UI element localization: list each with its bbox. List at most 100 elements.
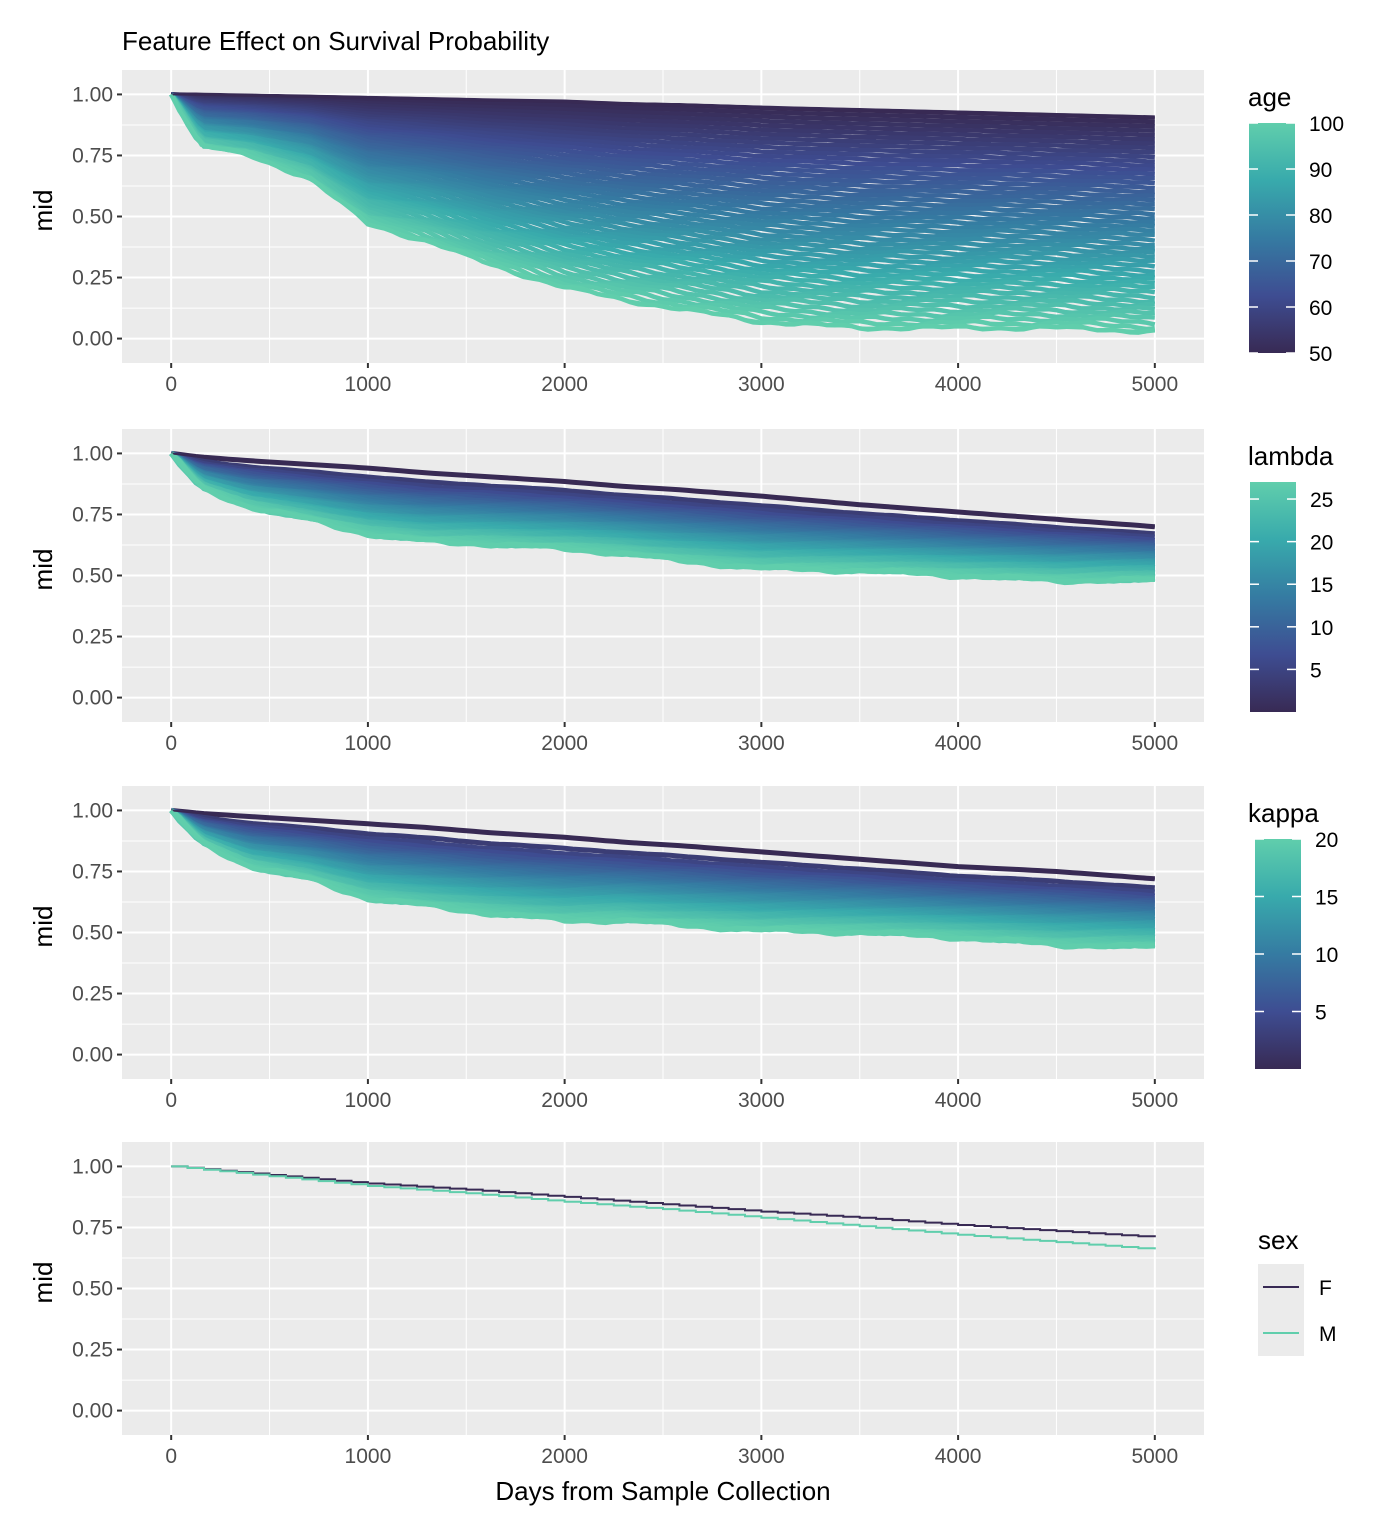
series-group: [169, 450, 1156, 586]
legend-title: age: [1248, 82, 1291, 112]
x-axis-title: Days from Sample Collection: [495, 1476, 830, 1506]
y-tick-label: 1.00: [72, 1155, 113, 1178]
series-line: [170, 92, 1155, 177]
x-tick-label: 5000: [1131, 1089, 1178, 1112]
colorbar-tick-label: 80: [1309, 205, 1332, 228]
x-tick-label: 3000: [738, 373, 785, 396]
x-tick-label: 4000: [935, 373, 982, 396]
y-tick-label: 0.50: [72, 1278, 113, 1301]
x-tick-label: 2000: [541, 1089, 588, 1112]
y-tick-label: 0.75: [72, 144, 113, 167]
y-tick-label: 0.75: [72, 860, 113, 883]
legend-key-background: [1258, 1264, 1304, 1356]
y-axis-title: mid: [28, 549, 58, 591]
x-tick-label: 4000: [935, 1445, 982, 1468]
x-tick-label: 1000: [345, 732, 392, 755]
colorbar-tick-label: 90: [1309, 159, 1332, 182]
colorbar-tick-label: 10: [1310, 617, 1333, 640]
x-tick-label: 3000: [738, 1089, 785, 1112]
series-line-age-100: [170, 93, 1155, 333]
series-line: [170, 807, 1155, 891]
legend-label-m: M: [1319, 1323, 1337, 1346]
y-tick-label: 1.00: [72, 83, 113, 106]
colorbar-tick-label: 5: [1310, 659, 1322, 682]
legend-age: age 50 60 70 80 90 100: [1248, 82, 1344, 366]
colorbar-tick-label: 15: [1315, 887, 1338, 910]
legend-title: sex: [1258, 1225, 1298, 1255]
series-line: [169, 92, 1155, 229]
x-tick-label: 1000: [345, 1089, 392, 1112]
x-tick-label: 0: [165, 732, 177, 755]
colorbar-tick-label: 100: [1309, 113, 1344, 136]
series-line-age-50: [171, 93, 1155, 119]
y-tick-label: 0.50: [72, 922, 113, 945]
y-tick-label: 0.00: [72, 1400, 113, 1423]
colorbar-tick-label: 10: [1315, 944, 1338, 967]
colorbar-tick-label: 50: [1309, 343, 1332, 366]
series-line: [169, 92, 1155, 256]
colorbar-tick-label: 20: [1310, 532, 1333, 555]
colorbar: [1250, 482, 1296, 712]
y-tick-label: 0.25: [72, 626, 113, 649]
legend-kappa: kappa 5 10 15 20: [1248, 798, 1338, 1069]
y-tick-label: 0.50: [72, 206, 113, 229]
series-line: [170, 92, 1155, 146]
y-tick-label: 0.00: [72, 687, 113, 710]
colorbar-tick-label: 20: [1315, 829, 1338, 852]
series-group: [169, 92, 1156, 335]
y-tick-label: 0.75: [72, 503, 113, 526]
series-line: [169, 92, 1155, 259]
panels: 0.000.250.500.751.000 1000 2000 3000 4000 500…: [28, 70, 1344, 1468]
legend-label-f: F: [1319, 1277, 1332, 1300]
y-tick-label: 0.75: [72, 1216, 113, 1239]
y-tick-label: 0.25: [72, 983, 113, 1006]
panel-4: 0.00 0.25 0.50 0.75 1.00 0 1000 2000 3000 4000 500…: [28, 1142, 1337, 1468]
x-tick-label: 0: [165, 373, 177, 396]
x-tick-label: 0: [165, 1445, 177, 1468]
x-tick-label: 1000: [345, 1445, 392, 1468]
y-axis-title: mid: [28, 190, 58, 232]
series-line: [170, 92, 1155, 203]
series-line: [170, 808, 1156, 899]
y-tick-label: 0.00: [72, 328, 113, 351]
x-tick-label: 2000: [541, 373, 588, 396]
colorbar: [1249, 123, 1295, 353]
y-axis-title: mid: [28, 906, 58, 948]
x-tick-label: 3000: [738, 1445, 785, 1468]
y-tick-label: 1.00: [72, 799, 113, 822]
series-line: [170, 92, 1155, 151]
series-line: [169, 92, 1155, 286]
series-line-kappa-max: [170, 809, 1155, 949]
series-group: [169, 807, 1156, 950]
series-line: [170, 808, 1155, 895]
panel-3: 0.00 0.25 0.50 0.75 1.00 0 1000 2000 3000 4000 500…: [28, 786, 1338, 1112]
x-tick-label: 2000: [541, 1445, 588, 1468]
y-tick-label: 1.00: [72, 442, 113, 465]
colorbar-tick-label: 70: [1309, 251, 1332, 274]
legend-title: kappa: [1248, 798, 1319, 828]
x-tick-label: 5000: [1131, 373, 1178, 396]
y-tick-label: 0.25: [72, 267, 113, 290]
panel-1: 0.00 0.25 0.50 0.75 1.00 0 1000 2000 3000 4000 500…: [28, 70, 1344, 396]
x-tick-label: 2000: [541, 732, 588, 755]
colorbar-tick-label: 5: [1315, 1002, 1327, 1025]
x-tick-label: 5000: [1131, 732, 1178, 755]
y-axis-title: mid: [28, 1262, 58, 1304]
legend-lambda: lambda 5 10 15 20 25: [1248, 441, 1334, 712]
legend-title: lambda: [1248, 441, 1334, 471]
y-tick-label: 0.25: [72, 1339, 113, 1362]
legend-sex: sex FM: [1258, 1225, 1337, 1356]
series-group: [171, 1165, 1156, 1250]
series-line: [170, 451, 1155, 540]
series-line: [170, 450, 1155, 537]
series-line-m: [171, 1165, 1156, 1250]
y-tick-label: 0.00: [72, 1044, 113, 1067]
colorbar-tick-label: 15: [1310, 574, 1333, 597]
x-tick-label: 4000: [935, 1089, 982, 1112]
series-line-lambda-min: [171, 452, 1155, 528]
chart-title: Feature Effect on Survival Probability: [122, 26, 549, 56]
colorbar-tick-label: 60: [1309, 297, 1332, 320]
x-tick-label: 4000: [935, 732, 982, 755]
series-line-kappa-min: [171, 809, 1155, 880]
